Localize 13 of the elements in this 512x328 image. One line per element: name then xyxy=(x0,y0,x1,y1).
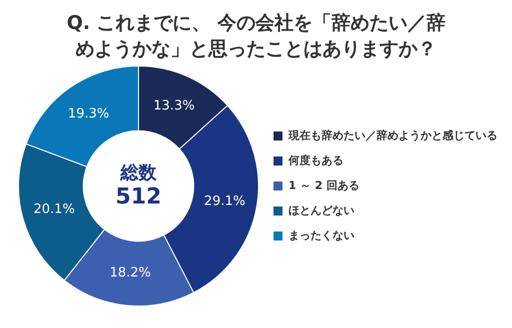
legend-label: 何度もある xyxy=(288,154,344,167)
data-label: 19.3% xyxy=(68,106,110,122)
chart-title: Q. これまでに、 今の会社を「辞めたい／辞めようかな」と思ったことはありますか？ xyxy=(66,11,446,62)
legend-label: 1 ～ 2 回ある xyxy=(288,178,360,192)
legend-label: ほとんどない xyxy=(288,204,354,217)
data-label: 18.2% xyxy=(110,266,151,281)
data-label: 29.1% xyxy=(204,194,246,209)
text: 512 xyxy=(116,184,162,210)
text: 総数 xyxy=(120,162,158,184)
data-label: 20.1% xyxy=(33,202,75,218)
data-label: 13.3% xyxy=(153,98,195,114)
legend-label: 現在も辞めたい／辞めようかと感じている xyxy=(288,128,498,142)
legend-label: まったくない xyxy=(288,228,354,242)
